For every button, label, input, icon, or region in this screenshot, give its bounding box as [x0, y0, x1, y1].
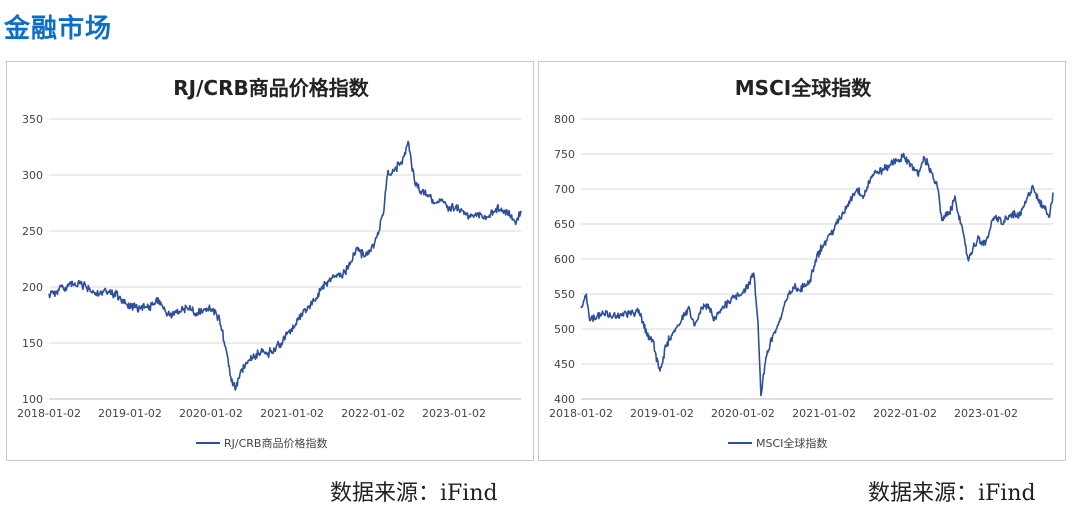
y-tick-label: 550: [554, 288, 575, 301]
chart-panel-right: MSCI全球指数 400 450 500 550 600 650 700 750 800 2018-…: [538, 61, 1066, 461]
x-tick-label: 2020-01-02: [179, 407, 243, 420]
section-title: 金融市场: [4, 14, 113, 44]
y-tick-label: 750: [554, 148, 575, 161]
x-tick-label: 2021-01-02: [260, 407, 324, 420]
y-tick-label: 250: [22, 225, 43, 238]
source-note-left: 数据来源：iFind: [330, 481, 498, 506]
x-tick-label: 2023-01-02: [954, 407, 1018, 420]
x-tick-label: 2019-01-02: [98, 407, 162, 420]
y-tick-label: 600: [554, 253, 575, 266]
y-tick-label: 350: [22, 113, 43, 126]
y-tick-label: 200: [22, 281, 43, 294]
x-tick-label: 2022-01-02: [873, 407, 937, 420]
x-tick-label: 2018-01-02: [17, 407, 81, 420]
x-tick-label: 2018-01-02: [549, 407, 613, 420]
chart-title: MSCI全球指数: [735, 76, 872, 100]
y-tick-label: 500: [554, 323, 575, 336]
legend-label: MSCI全球指数: [756, 436, 827, 450]
x-tick-label: 2021-01-02: [792, 407, 856, 420]
series-line: [580, 152, 1054, 397]
x-tick-label: 2020-01-02: [711, 407, 775, 420]
msci-chart: MSCI全球指数 400 450 500 550 600 650 700 750 800 2018-…: [549, 76, 1054, 450]
series-line: [48, 140, 522, 391]
y-tick-label: 150: [22, 337, 43, 350]
x-tick-label: 2022-01-02: [341, 407, 405, 420]
x-tick-label: 2023-01-02: [422, 407, 486, 420]
y-tick-label: 100: [22, 393, 43, 406]
y-tick-label: 450: [554, 358, 575, 371]
y-tick-label: 300: [22, 169, 43, 182]
source-note-right: 数据来源：iFind: [868, 481, 1036, 506]
x-tick-label: 2019-01-02: [630, 407, 694, 420]
y-tick-label: 650: [554, 218, 575, 231]
legend-label: RJ/CRB商品价格指数: [224, 436, 327, 450]
y-tick-label: 700: [554, 183, 575, 196]
chart-title: RJ/CRB商品价格指数: [173, 76, 369, 100]
rj-crb-chart: RJ/CRB商品价格指数 100 150 200 250 300 350 2018-01-02…: [17, 76, 522, 450]
y-tick-label: 800: [554, 113, 575, 126]
chart-panel-left: RJ/CRB商品价格指数 100 150 200 250 300 350 2018-01-02…: [6, 61, 534, 461]
y-tick-label: 400: [554, 393, 575, 406]
